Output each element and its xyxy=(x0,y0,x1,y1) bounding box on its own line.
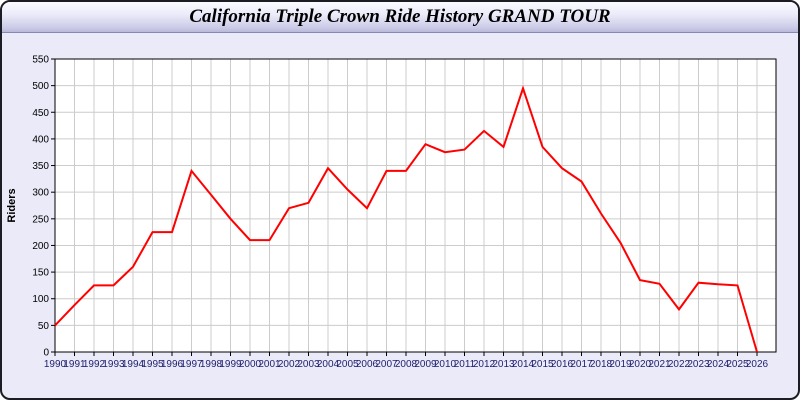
x-tick-label: 2001 xyxy=(258,359,281,370)
x-tick-label: 2022 xyxy=(668,359,691,370)
x-tick-label: 1993 xyxy=(102,359,125,370)
x-tick-label: 2011 xyxy=(454,359,476,370)
x-tick-label: 2003 xyxy=(297,359,320,370)
x-tick-label: 2007 xyxy=(375,359,398,370)
y-tick-label: 150 xyxy=(32,268,49,279)
x-tick-label: 2020 xyxy=(629,359,652,370)
chart-title: California Triple Crown Ride History GRA… xyxy=(189,6,611,27)
plot-frame xyxy=(54,58,777,353)
x-tick-label: 2013 xyxy=(492,359,515,370)
x-tick-label: 1990 xyxy=(44,359,67,370)
x-tick-label: 1999 xyxy=(219,359,242,370)
y-tick-label: 300 xyxy=(32,188,49,199)
y-tick-label: 100 xyxy=(32,294,49,305)
x-tick-label: 2006 xyxy=(356,359,379,370)
x-tick-label: 2005 xyxy=(336,359,359,370)
x-tick-label: 2002 xyxy=(278,359,301,370)
y-tick-label: 400 xyxy=(32,134,49,145)
x-tick-label: 2019 xyxy=(609,359,632,370)
y-tick-label: 200 xyxy=(32,241,49,252)
x-tick-label: 2010 xyxy=(434,359,457,370)
y-axis-label: Riders xyxy=(6,188,18,222)
x-tick-label: 2024 xyxy=(707,359,730,370)
x-tick-label: 2012 xyxy=(473,359,496,370)
x-tick-label: 2009 xyxy=(414,359,437,370)
x-tick-label: 1992 xyxy=(83,359,106,370)
x-tick-label: 1995 xyxy=(141,359,164,370)
x-tick-label: 2004 xyxy=(317,359,340,370)
x-tick-label: 2000 xyxy=(239,359,262,370)
y-tick-label: 250 xyxy=(32,214,49,225)
y-tick-label: 350 xyxy=(32,161,49,172)
x-tick-label: 2021 xyxy=(648,359,671,370)
x-tick-label: 1996 xyxy=(161,359,184,370)
y-tick-label: 500 xyxy=(32,81,49,92)
x-tick-label: 2016 xyxy=(551,359,574,370)
y-tick-label: 0 xyxy=(43,348,49,359)
window-titlebar: California Triple Crown Ride History GRA… xyxy=(2,2,798,33)
x-tick-label: 1998 xyxy=(200,359,223,370)
y-tick-label: 550 xyxy=(32,55,49,66)
x-tick-label: 1994 xyxy=(122,359,145,370)
x-tick-label: 2014 xyxy=(512,359,535,370)
x-tick-label: 2017 xyxy=(570,359,593,370)
x-tick-label: 1997 xyxy=(180,359,203,370)
y-tick-label: 50 xyxy=(38,321,50,332)
y-tick-label: 450 xyxy=(32,108,49,119)
x-tick-label: 1991 xyxy=(63,359,86,370)
x-tick-label: 2023 xyxy=(687,359,710,370)
x-tick-label: 2018 xyxy=(590,359,613,370)
plot-area xyxy=(55,59,776,352)
x-tick-label: 2026 xyxy=(746,359,769,370)
x-tick-label: 2025 xyxy=(726,359,749,370)
riders-series-line xyxy=(54,85,758,353)
x-tick-label: 2008 xyxy=(395,359,418,370)
x-tick-label: 2015 xyxy=(531,359,554,370)
